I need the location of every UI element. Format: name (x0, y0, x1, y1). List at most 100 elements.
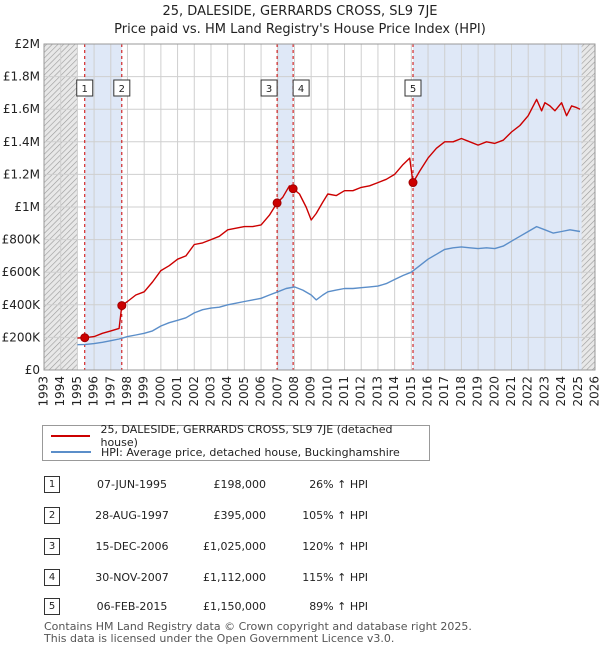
x-tick-label: 2026 (588, 376, 600, 407)
sale-number-box (113, 79, 131, 97)
footer-copyright: Contains HM Land Registry data © Crown c… (44, 620, 472, 633)
x-tick-label: 2009 (304, 376, 318, 407)
sale-number-badge: 3 (44, 538, 60, 555)
x-tick-label: 2007 (270, 376, 284, 407)
footer-licence: This data is licensed under the Open Gov… (44, 632, 395, 645)
x-tick-label: 2012 (354, 376, 368, 407)
y-tick-label: £400K (2, 298, 42, 312)
sale-row: 3 15-DEC-2006 £1,025,000 120% ↑ HPI (44, 538, 564, 556)
x-tick-label: 2017 (437, 376, 451, 407)
sale-date: 15-DEC-2006 (95, 540, 169, 553)
sale-price: £395,000 (213, 509, 267, 522)
legend-swatch-property (51, 435, 91, 437)
x-tick-label: 1994 (53, 376, 67, 407)
x-tick-label: 1999 (137, 376, 151, 407)
x-tick-label: 2024 (554, 376, 568, 407)
x-tick-label: 1993 (37, 376, 51, 407)
x-tick-label: 2011 (337, 376, 351, 407)
y-tick-label: £600K (2, 265, 42, 279)
y-tick-label: £1.2M (3, 167, 40, 181)
sale-price: £1,025,000 (203, 540, 266, 553)
y-tick-label: £1.8M (3, 70, 40, 84)
x-tick-label: 2001 (170, 376, 184, 407)
x-tick-label: 1996 (87, 376, 101, 407)
sale-number-badge: 2 (44, 507, 60, 524)
y-tick-label: £1M (14, 200, 40, 214)
x-tick-label: 2019 (471, 376, 485, 407)
x-tick-label: 1998 (120, 376, 134, 407)
x-tick-label: 2002 (187, 376, 201, 407)
sale-price: £198,000 (213, 478, 267, 491)
legend-label-hpi: HPI: Average price, detached house, Buck… (101, 445, 400, 459)
sale-price: £1,150,000 (203, 600, 266, 613)
sale-row: 4 30-NOV-2007 £1,112,000 115% ↑ HPI (44, 569, 564, 587)
x-tick-label: 2008 (287, 376, 301, 407)
sale-point (288, 184, 298, 194)
sale-number-badge: 5 (44, 598, 60, 615)
chart-title: 25, DALESIDE, GERRARDS CROSS, SL9 7JE (162, 4, 438, 19)
y-tick-label: £800K (2, 233, 42, 247)
sale-number-label: 1 (82, 84, 88, 95)
sale-number-label: 4 (298, 84, 304, 95)
sale-price: £1,112,000 (203, 571, 266, 584)
legend-label-property: 25, DALESIDE, GERRARDS CROSS, SL9 7JE (d… (100, 423, 393, 449)
sale-number-box (76, 79, 94, 97)
y-tick-label: £2M (14, 37, 40, 51)
x-tick-label: 2020 (487, 376, 501, 407)
sale-number-label: 5 (410, 84, 416, 95)
sale-point (408, 178, 418, 188)
sale-number-box (292, 79, 310, 97)
sale-hpi-change: 115% ↑ HPI (302, 571, 368, 584)
legend-item-property: 25, DALESIDE, GERRARDS CROSS, SL9 7JE (d… (51, 423, 429, 449)
legend-item-hpi: HPI: Average price, detached house, Buck… (51, 444, 400, 460)
sale-date: 06-FEB-2015 (96, 600, 168, 613)
y-tick-label: £1.6M (3, 102, 40, 116)
y-tick-label: £0 (25, 363, 40, 377)
sale-hpi-change: 120% ↑ HPI (302, 540, 368, 553)
x-tick-label: 2006 (254, 376, 268, 407)
sale-row: 5 06-FEB-2015 £1,150,000 89% ↑ HPI (44, 598, 564, 616)
sale-date: 07-JUN-1995 (96, 478, 168, 491)
x-tick-label: 1997 (103, 376, 117, 407)
x-tick-label: 2018 (454, 376, 468, 407)
sale-number-box (404, 79, 422, 97)
sale-point (80, 333, 90, 343)
sale-date: 30-NOV-2007 (95, 571, 169, 584)
x-tick-label: 2005 (237, 376, 251, 407)
sale-number-badge: 4 (44, 569, 60, 586)
y-tick-label: £1.4M (3, 135, 40, 149)
y-tick-label: £200K (2, 330, 42, 344)
sale-row: 1 07-JUN-1995 £198,000 26% ↑ HPI (44, 476, 564, 494)
sale-hpi-change: 89% ↑ HPI (309, 600, 368, 613)
sale-row: 2 28-AUG-1997 £395,000 105% ↑ HPI (44, 507, 564, 525)
chart-legend: 25, DALESIDE, GERRARDS CROSS, SL9 7JE (d… (42, 423, 430, 461)
x-tick-label: 2000 (153, 376, 167, 407)
x-tick-label: 2010 (320, 376, 334, 407)
chart-subtitle: Price paid vs. HM Land Registry's House … (114, 22, 486, 37)
sale-date: 28-AUG-1997 (95, 509, 169, 522)
x-tick-label: 2013 (370, 376, 384, 407)
sale-point (272, 198, 282, 208)
x-tick-label: 2025 (571, 376, 585, 407)
sale-number-box (260, 79, 278, 97)
series-line (77, 225, 581, 346)
x-tick-label: 2015 (404, 376, 418, 407)
x-tick-label: 2004 (220, 376, 234, 407)
plot-border (43, 43, 596, 371)
x-tick-label: 2014 (387, 376, 401, 407)
x-tick-label: 2016 (421, 376, 435, 407)
x-tick-label: 2003 (203, 376, 217, 407)
x-tick-label: 2022 (521, 376, 535, 407)
sale-number-label: 3 (266, 84, 272, 95)
legend-swatch-hpi (51, 451, 91, 453)
sale-number-badge: 1 (44, 476, 60, 493)
sale-hpi-change: 26% ↑ HPI (309, 478, 368, 491)
sale-number-label: 2 (119, 84, 125, 95)
series-line (77, 98, 581, 339)
x-tick-label: 1995 (70, 376, 84, 407)
price-chart: £0 £200K £400K £600K £800K £1M £1.2M £1.4M £1.6M… (2, 37, 600, 407)
sale-hpi-change: 105% ↑ HPI (302, 509, 368, 522)
x-tick-label: 2023 (537, 376, 551, 407)
sale-point (117, 301, 127, 311)
x-tick-label: 2021 (504, 376, 518, 407)
